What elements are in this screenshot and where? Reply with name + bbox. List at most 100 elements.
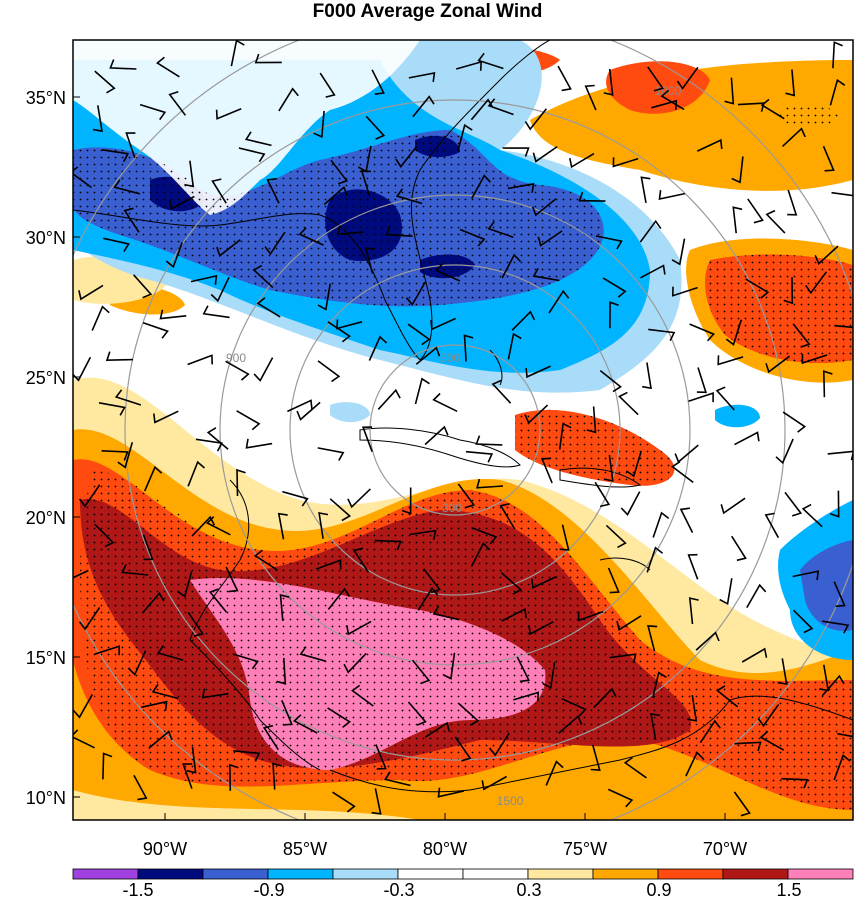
wind-barb (470, 542, 491, 567)
colorbar-labels: -1.5 -0.9 -0.3 0.3 0.9 1.5 (122, 880, 801, 900)
wind-barb (487, 98, 514, 116)
wind-barb (590, 744, 601, 771)
wind-barb (481, 775, 507, 791)
wind-barb (395, 145, 418, 168)
wind-barb (557, 65, 572, 92)
wind-barb (143, 465, 163, 492)
wind-barb (457, 123, 473, 151)
wind-barb (236, 410, 261, 431)
wind-barb (647, 625, 658, 652)
wind-barb (228, 763, 239, 791)
wind-barb (276, 657, 287, 685)
wind-barb (609, 301, 619, 329)
plot-border (72, 39, 854, 821)
wind-barb (190, 274, 218, 285)
wind-barb (819, 664, 830, 692)
wind-barb (502, 147, 530, 157)
wind-barb (731, 535, 747, 562)
negative-region-east-mid (800, 540, 853, 631)
wind-barb (733, 791, 751, 817)
lon-tick-label: 70°W (703, 839, 747, 859)
wind-barb (73, 166, 92, 189)
wind-barb (336, 225, 364, 236)
wind-barb (457, 483, 476, 509)
wind-barb (101, 450, 129, 461)
wind-barb (73, 729, 95, 749)
wind-barb (688, 391, 714, 403)
wind-barb (73, 356, 92, 382)
wind-barb (317, 447, 345, 461)
ring-label-900: 900 (226, 351, 246, 365)
wind-barb (159, 309, 187, 320)
wind-barb (182, 763, 193, 789)
wind-barb (168, 90, 187, 116)
wind-barb (153, 410, 179, 424)
lat-tick-label: 25°N (26, 368, 66, 388)
wind-barb (605, 524, 627, 549)
wind-barb (719, 578, 733, 606)
wind-barb (317, 283, 331, 311)
wind-barb (186, 746, 197, 774)
wind-barb (689, 323, 715, 342)
wind-barb (792, 323, 811, 348)
wind-barb (256, 297, 281, 318)
colorbar-label: -0.9 (253, 880, 284, 900)
wind-barb (225, 566, 239, 593)
wind-barb (801, 353, 828, 365)
wind-barb (511, 310, 536, 331)
wind-barb (94, 645, 121, 656)
wind-barb (647, 66, 664, 92)
colorbar-swatch (137, 868, 204, 880)
wind-barb (141, 591, 165, 614)
wind-barb (385, 225, 413, 237)
wind-barb (557, 714, 583, 735)
wind-barb (687, 553, 699, 580)
wind-barb (279, 593, 290, 621)
wind-barb (805, 271, 828, 295)
colorbar-swatch (657, 868, 724, 880)
wind-barb (685, 751, 705, 777)
wind-barb (156, 56, 180, 78)
range-rings (73, 40, 853, 820)
map-title: F000 Average Zonal Wind (312, 1, 543, 22)
wind-barb (822, 370, 833, 398)
wind-barb (281, 699, 293, 726)
wind-barb (696, 138, 723, 152)
wind-barb (525, 365, 551, 379)
latitude-axis: 35°N 30°N 25°N 20°N 15°N 10°N (26, 88, 80, 808)
wind-barb (829, 78, 846, 106)
wind-barb (488, 732, 510, 757)
colorbar-swatch (787, 868, 854, 880)
wind-barb (430, 317, 456, 331)
wind-barb (253, 357, 274, 382)
wind-barb (832, 41, 843, 69)
wind-barb (191, 515, 216, 537)
wind-barb (374, 539, 402, 551)
colorbar-swatch (72, 868, 139, 880)
wind-barb (114, 389, 142, 406)
wind-barb (352, 547, 370, 573)
wind-barb (432, 605, 460, 621)
wind-barb (411, 659, 431, 685)
wind-barb (407, 323, 431, 346)
lat-tick-label: 30°N (26, 228, 66, 248)
wind-barb (837, 732, 853, 738)
wind-barb (658, 190, 686, 201)
wind-barb (215, 108, 242, 120)
wind-barb (329, 498, 352, 522)
wind-barb (202, 305, 230, 319)
wind-barb (607, 788, 634, 808)
wind-barb (123, 207, 140, 233)
wind-barb (327, 587, 351, 610)
wind-barb (620, 491, 641, 516)
wind-barb (184, 160, 195, 188)
wind-barb (299, 646, 327, 662)
wind-barb (368, 335, 388, 361)
wind-barb (757, 704, 780, 728)
wind-barb (524, 108, 548, 131)
negative-region-central-small (330, 402, 370, 423)
colorbar-swatch (397, 868, 464, 880)
wind-barb (623, 756, 647, 779)
wind-barb (266, 178, 280, 204)
wind-barb (395, 188, 423, 205)
